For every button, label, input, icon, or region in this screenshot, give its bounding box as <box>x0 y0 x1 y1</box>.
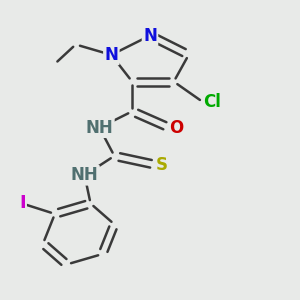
Text: NH: NH <box>71 166 98 184</box>
Text: N: N <box>104 46 118 64</box>
Text: S: S <box>156 156 168 174</box>
Text: Cl: Cl <box>203 93 221 111</box>
Text: O: O <box>169 119 184 137</box>
Text: NH: NH <box>85 119 113 137</box>
Text: N: N <box>143 27 157 45</box>
Text: I: I <box>19 194 26 212</box>
